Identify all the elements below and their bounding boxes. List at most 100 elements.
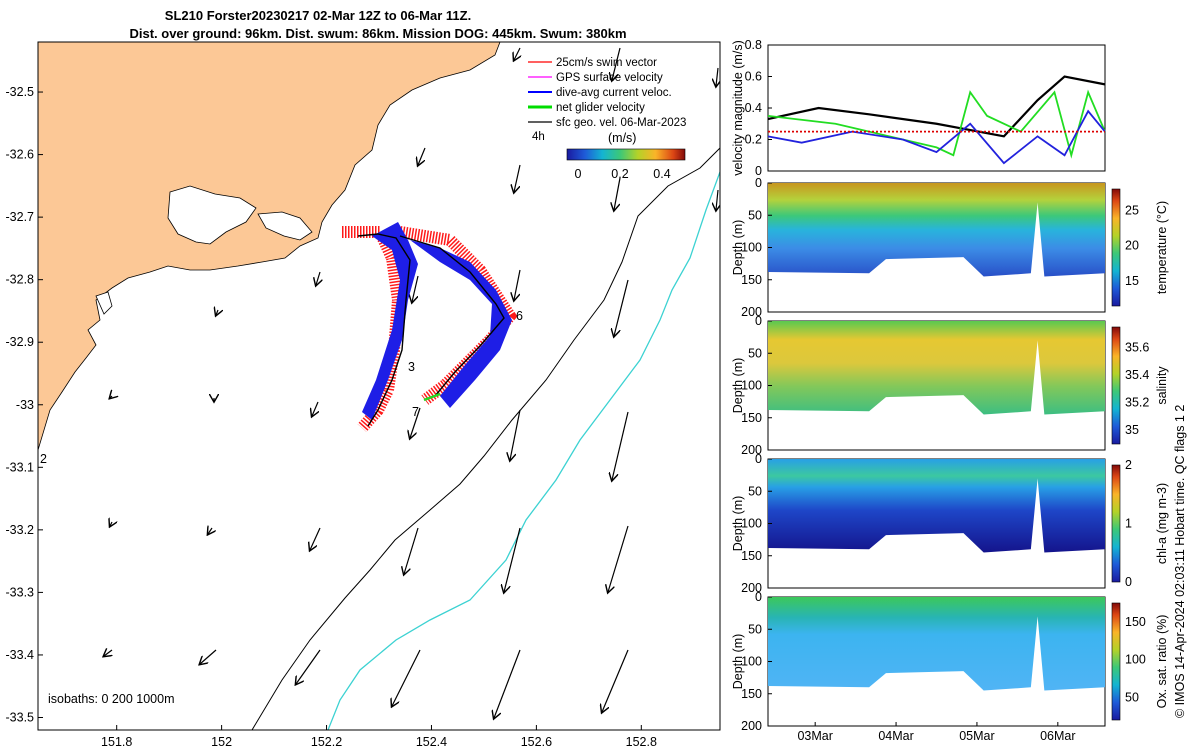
map-legend: 25cm/s swim vector GPS surface velocity …: [528, 57, 686, 181]
corner-label: 2: [40, 452, 47, 466]
legend-label: 25cm/s swim vector: [556, 57, 657, 69]
vector-arrow: [494, 649, 521, 718]
section-colorbar-tick: 35: [1125, 423, 1139, 437]
vector-arrow: [310, 527, 321, 550]
section-y-tick: 0: [755, 176, 762, 190]
lake-shape: [167, 185, 257, 245]
net-glider-velocity: [423, 392, 441, 402]
map-axes: 151.8 152 152.2 152.4 152.6 152.8 -32.5 -32.6 -3…: [6, 85, 657, 749]
section-y-tick: 100: [741, 517, 762, 531]
vector-arrow: [608, 525, 629, 592]
vector-arrow: [392, 649, 421, 706]
velocity-series-line: [767, 109, 1106, 165]
section-y-tick: 150: [741, 687, 762, 701]
section-x-tick: 04Mar: [878, 729, 913, 743]
vector-arrow: [510, 409, 521, 460]
legend-label: net glider velocity: [556, 102, 645, 114]
section-y-tick: 150: [741, 549, 762, 563]
surface-velocity-vectors: [104, 47, 718, 718]
title-line-1: SL210 Forster20230217 02-Mar 12Z to 06-M…: [165, 8, 471, 23]
section-ylabel: Depth (m): [731, 634, 745, 690]
map-x-tick: 151.8: [101, 735, 132, 749]
isobath-200m: [251, 147, 720, 730]
vector-arrow: [418, 147, 426, 165]
section-data-field: [768, 597, 1105, 691]
vector-arrow: [514, 269, 521, 300]
section-y-tick: 100: [741, 655, 762, 669]
speed-colorbar-tick: 0: [575, 167, 582, 181]
map-panel: 3 6 7 2 151.8 152 152.2 152.4 152.6 152.8 -32.…: [6, 41, 721, 749]
section-colorbar-tick: 1: [1125, 517, 1132, 531]
vector-arrow: [216, 310, 218, 315]
isobaths-label: isobaths: 0 200 1000m: [48, 692, 174, 706]
section-y-tick: 50: [748, 484, 762, 498]
scale-label: 4h: [532, 131, 545, 143]
section-colorbar-label: Ox. sat. ratio (%): [1155, 615, 1169, 709]
section-y-tick: 200: [741, 305, 762, 319]
vector-arrow: [504, 527, 521, 592]
title-line-2: Dist. over ground: 96km. Dist. swum: 86k…: [129, 26, 626, 41]
section-colorbar-tick: 150: [1125, 615, 1146, 629]
section-ylabel: Depth (m): [731, 496, 745, 552]
section-x-tick: 06Mar: [1040, 729, 1075, 743]
map-x-tick: 152: [211, 735, 232, 749]
map-y-tick: -32.9: [6, 335, 35, 349]
glider-track: [399, 235, 505, 397]
velocity-y-tick: 0.4: [745, 101, 762, 115]
vector-arrow: [412, 275, 419, 302]
section-colorbar: [1111, 602, 1121, 721]
section-colorbar-tick: 2: [1125, 458, 1132, 472]
velocity-series-line: [767, 75, 1106, 138]
current-velocity-band: [362, 222, 418, 420]
speed-colorbar: [566, 148, 686, 161]
map-y-tick: -33.3: [6, 585, 35, 599]
map-y-tick: -33.4: [6, 648, 35, 662]
vector-arrow: [296, 649, 321, 684]
section-y-tick: 200: [741, 719, 762, 733]
vector-arrow: [612, 411, 629, 480]
day-marker: 7: [412, 405, 419, 419]
section-y-tick: 0: [755, 314, 762, 328]
vector-arrow: [602, 649, 629, 712]
section-colorbar-tick: 35.6: [1125, 341, 1149, 355]
section-colorbar-label: temperature (°C): [1155, 201, 1169, 294]
section-y-tick: 0: [755, 590, 762, 604]
section-y-tick: 150: [741, 411, 762, 425]
map-y-tick: -33: [16, 398, 34, 412]
vector-arrow: [200, 649, 217, 664]
section-y-tick: 150: [741, 273, 762, 287]
legend-label: dive-avg current veloc.: [556, 87, 672, 99]
map-y-tick: -32.5: [6, 85, 35, 99]
vector-arrow: [614, 177, 621, 210]
velocity-y-tick: 0.2: [745, 133, 762, 147]
section-colorbar-tick: 35.4: [1125, 368, 1149, 382]
section-colorbar-label: salinity: [1155, 366, 1169, 405]
section-y-tick: 50: [748, 208, 762, 222]
section-y-tick: 50: [748, 622, 762, 636]
section-y-tick: 100: [741, 241, 762, 255]
lake-shape: [95, 291, 113, 315]
vector-arrow: [612, 47, 621, 80]
section-y-tick: 200: [741, 443, 762, 457]
section-colorbar: [1111, 188, 1121, 307]
vector-arrow: [514, 164, 521, 192]
map-x-tick: 152.4: [416, 735, 447, 749]
section-colorbar: [1111, 326, 1121, 445]
section-colorbar-tick: 50: [1125, 690, 1139, 704]
day-marker: 6: [516, 309, 523, 323]
vector-arrow: [614, 279, 629, 336]
vector-arrow: [404, 527, 419, 574]
side-note: © IMOS 14-Apr-2024 02:03:11 Hobart time.…: [1173, 405, 1187, 718]
legend-label: sfc geo. vel. 06-Mar-2023: [556, 117, 686, 129]
section-colorbar-tick: 15: [1125, 274, 1139, 288]
vector-arrow: [110, 396, 112, 398]
section-colorbar-tick: 20: [1125, 239, 1139, 253]
section-ylabel: Depth (m): [731, 220, 745, 276]
velocity-ylabel: velocity magnitude (m/s): [731, 40, 745, 175]
vector-arrow: [410, 407, 421, 438]
map-y-tick: -32.7: [6, 210, 35, 224]
map-y-tick: -32.8: [6, 273, 35, 287]
